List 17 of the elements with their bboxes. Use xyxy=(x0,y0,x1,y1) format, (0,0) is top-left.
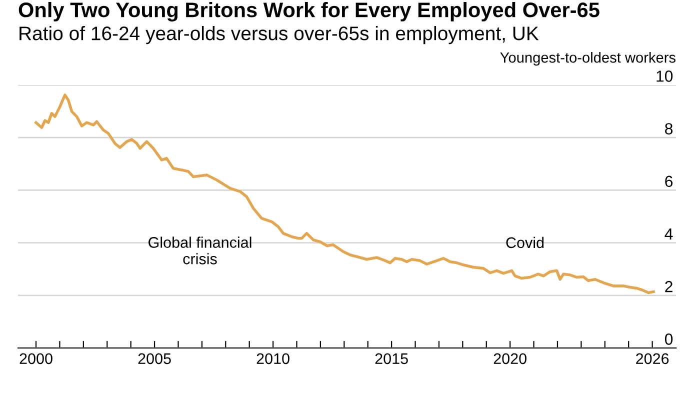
annotation: Covid xyxy=(506,236,544,248)
chart-subtitle: Ratio of 16-24 year-olds versus over-65s in employment, UK xyxy=(20,26,539,44)
x-tick-label: 2026 xyxy=(636,353,669,364)
y-tick-label: 6 xyxy=(665,176,673,188)
x-tick-label: 2000 xyxy=(20,353,52,364)
x-tick-label: 2020 xyxy=(494,353,526,364)
x-tick-label: 2010 xyxy=(256,353,290,364)
annotation: Global financial crisis xyxy=(148,236,252,264)
y-axis-title: Youngest-to-oldest workers xyxy=(500,52,676,66)
y-tick-label: 8 xyxy=(665,123,673,134)
x-tick-label: 2005 xyxy=(138,353,171,364)
y-tick-label: 10 xyxy=(656,70,673,82)
y-tick-label: 2 xyxy=(665,280,672,292)
y-tick-label: 0 xyxy=(664,334,673,345)
y-tick-label: 4 xyxy=(664,228,673,240)
chart-title: Only Two Young Britons Work for Every Employed Over-65 xyxy=(18,2,600,22)
x-tick-label: 2015 xyxy=(375,353,408,364)
